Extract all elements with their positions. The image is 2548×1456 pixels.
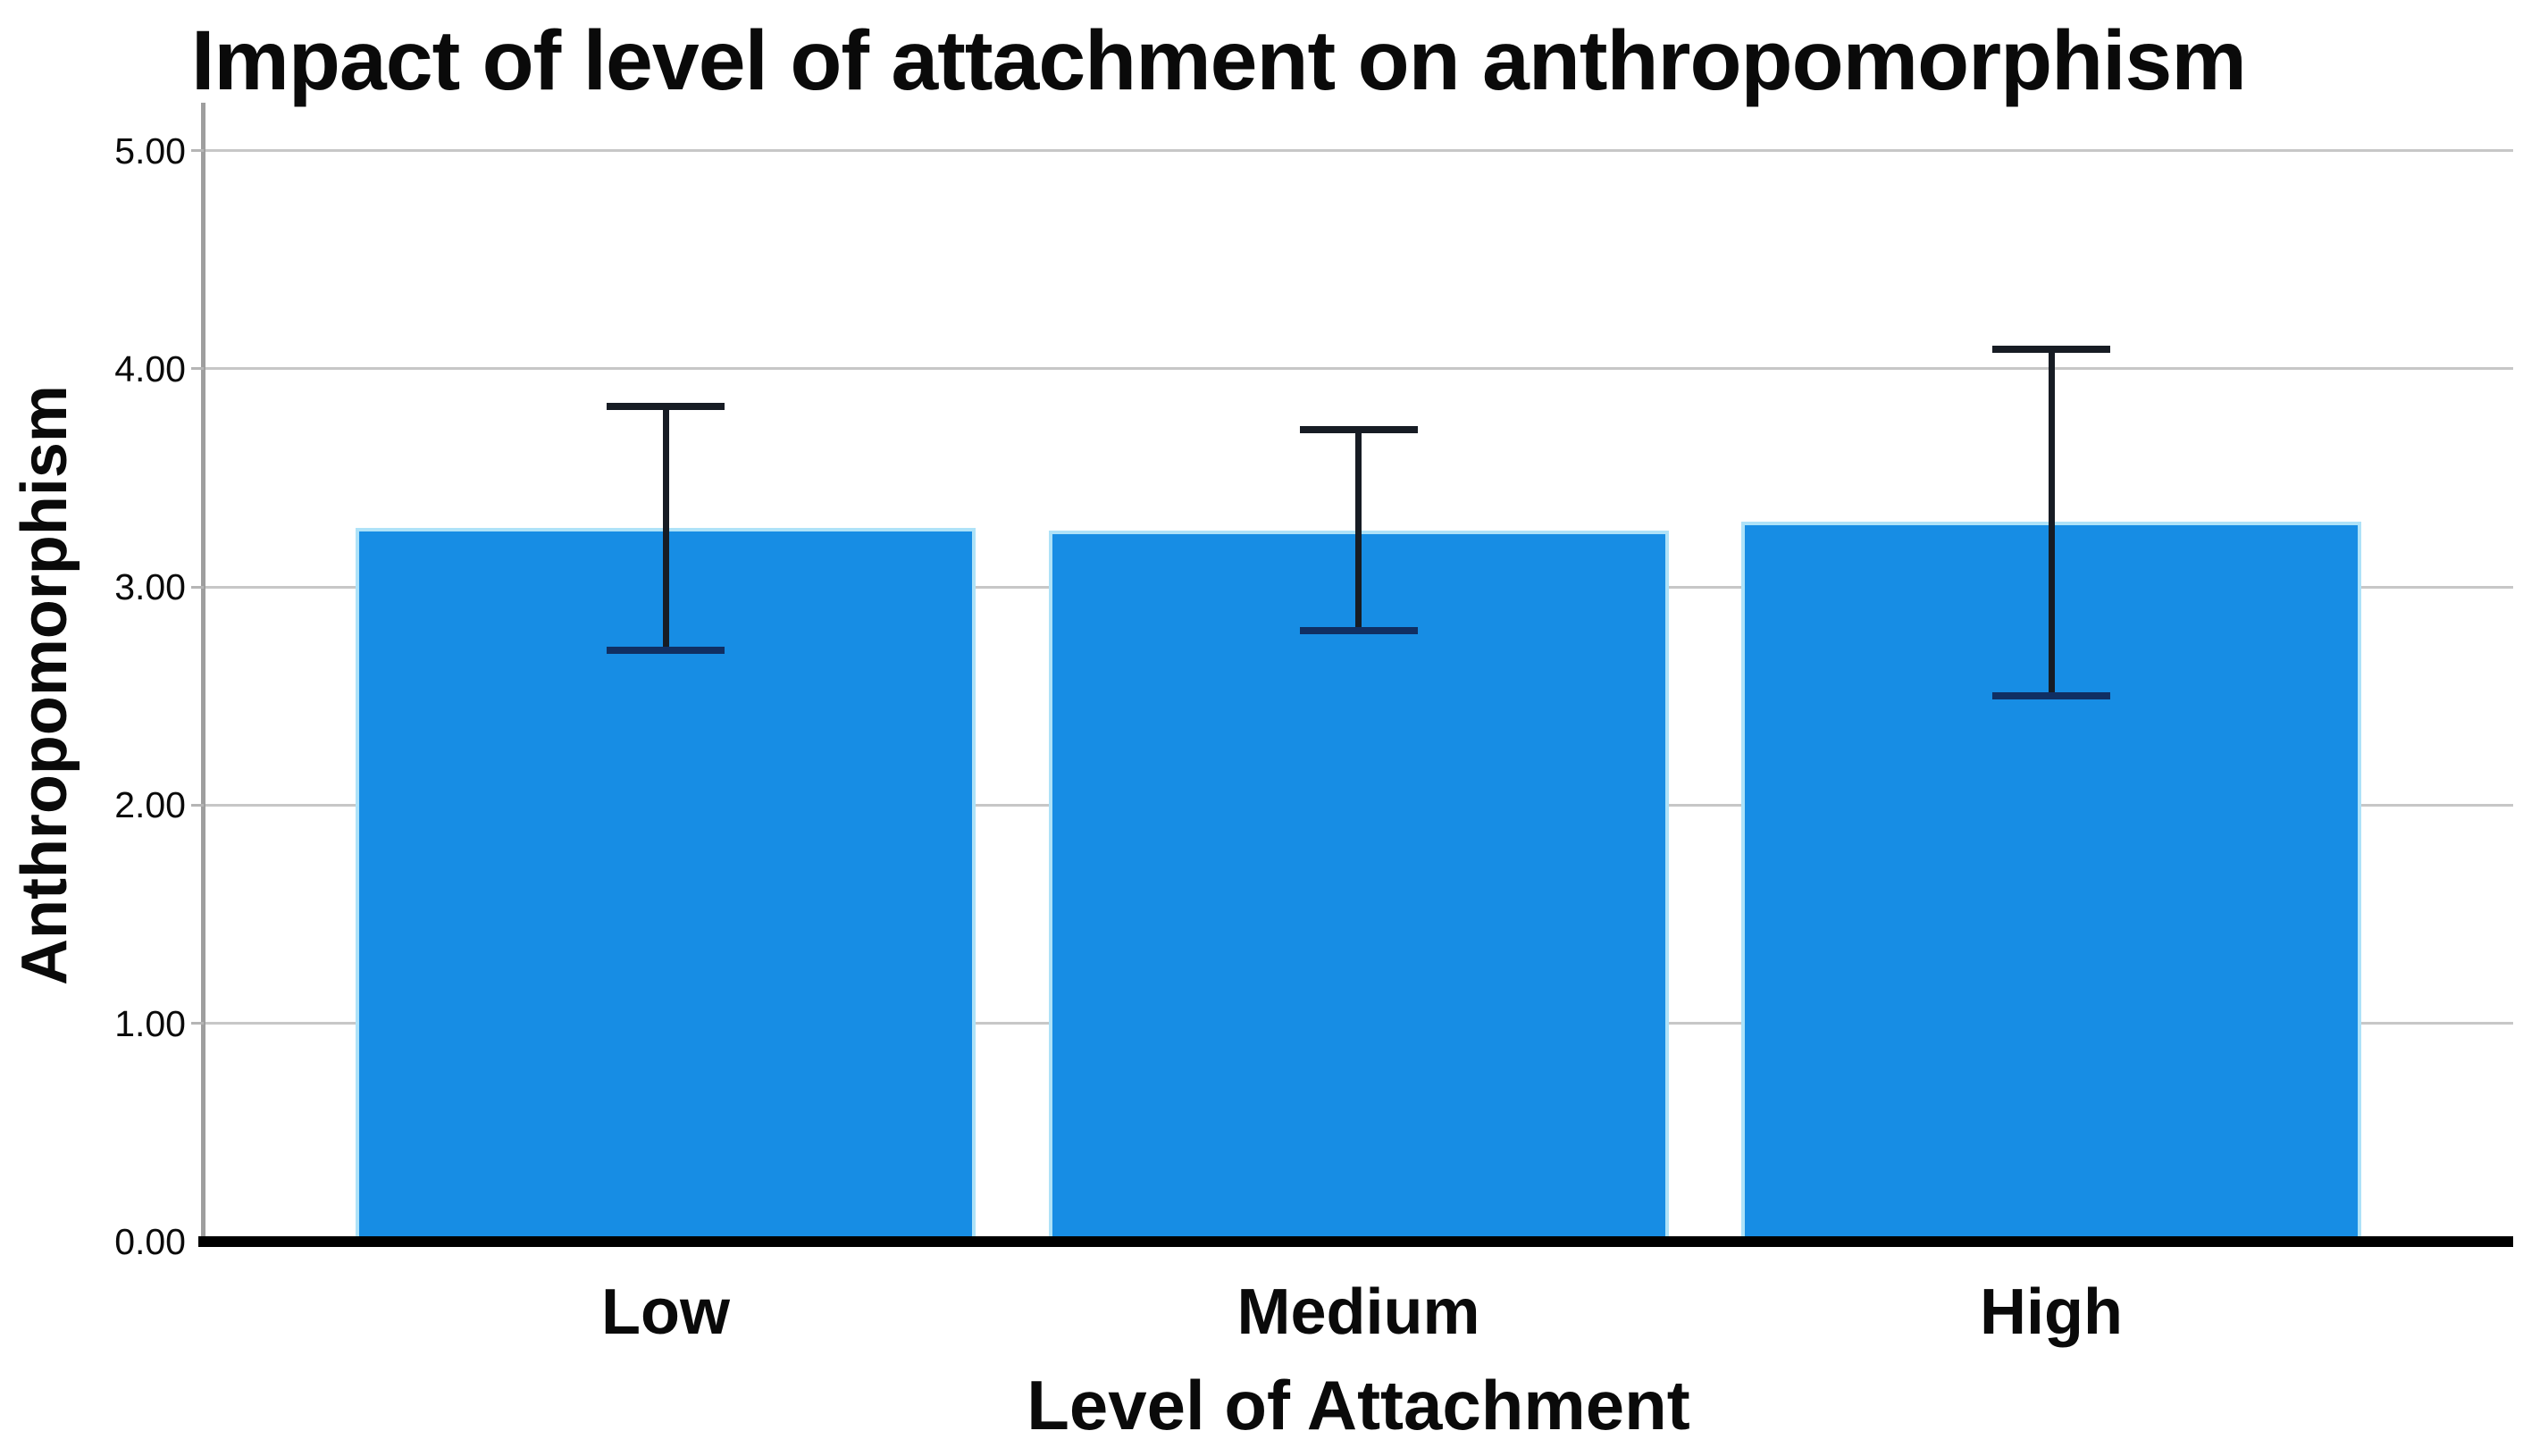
x-axis-line [198,1236,2513,1247]
y-tick-label: 5.00 [114,130,186,172]
y-axis-line [201,103,205,1247]
error-bar-cap-bottom [607,647,725,655]
chart-title: Impact of level of attachment on anthrop… [191,13,2247,108]
bar-medium [1048,530,1669,1242]
error-bar-cap-top [1299,426,1418,434]
y-tick-mark [191,149,204,153]
x-axis-title: Level of Attachment [1027,1366,1690,1444]
error-bar-cap-bottom [1992,692,2110,700]
plot-area [204,103,2513,1242]
error-bar-line [1355,430,1362,632]
error-bar-line [2048,349,2055,697]
x-tick-label-low: Low [601,1276,730,1348]
y-tick-label: 2.00 [114,784,186,826]
x-tick-label-medium: Medium [1236,1276,1480,1348]
y-tick-label: 4.00 [114,347,186,389]
y-axis-title: Anthropomorphism [9,385,80,985]
error-bar-line [662,406,669,651]
y-tick-mark [191,367,204,371]
y-tick-mark [191,803,204,807]
y-tick-mark [191,585,204,589]
y-tick-label: 3.00 [114,566,186,608]
error-bar-cap-bottom [1299,627,1418,635]
error-bar-cap-top [1992,346,2110,353]
gridline [204,149,2513,153]
x-tick-label-high: High [1980,1276,2123,1348]
error-bar-cap-top [607,402,725,410]
y-tick-label: 1.00 [114,1002,186,1044]
y-tick-mark [191,1022,204,1025]
y-tick-label: 0.00 [114,1221,186,1262]
gridline [204,367,2513,371]
